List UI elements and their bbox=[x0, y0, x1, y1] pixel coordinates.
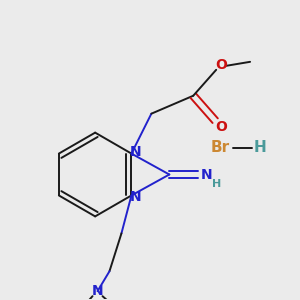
Text: H: H bbox=[212, 179, 221, 190]
Text: O: O bbox=[215, 120, 227, 134]
Text: N: N bbox=[200, 167, 212, 182]
Text: N: N bbox=[92, 284, 103, 298]
Text: N: N bbox=[130, 190, 141, 204]
Text: Br: Br bbox=[210, 140, 230, 155]
Text: O: O bbox=[215, 58, 227, 72]
Text: H: H bbox=[253, 140, 266, 155]
Text: N: N bbox=[130, 145, 141, 159]
